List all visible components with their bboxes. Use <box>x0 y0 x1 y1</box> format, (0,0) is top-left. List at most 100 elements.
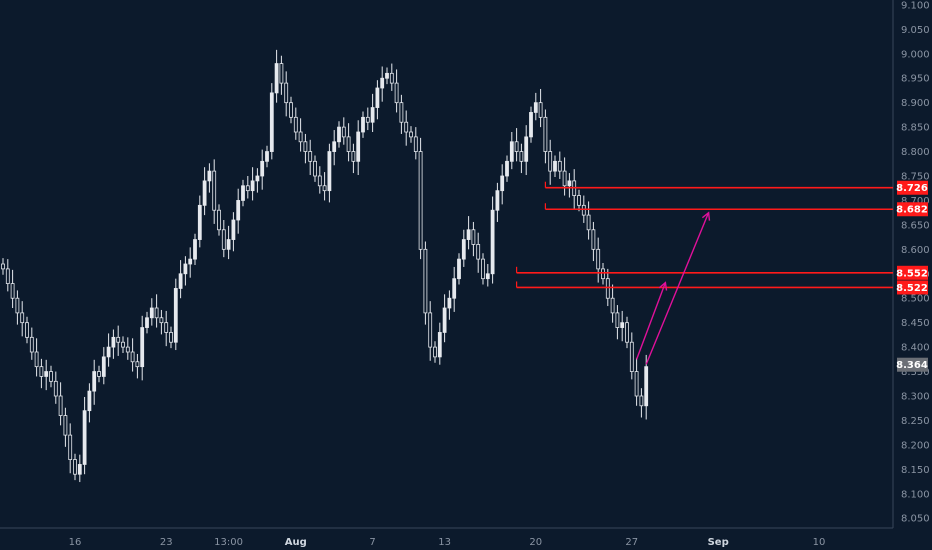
candle-body <box>164 322 169 333</box>
candle-body <box>370 107 375 123</box>
candle-body <box>87 390 92 412</box>
candle-body <box>265 151 269 162</box>
y-tick-label: 8.400 <box>901 343 930 354</box>
candle-body <box>394 82 399 104</box>
candle-body <box>130 351 135 363</box>
candle-body <box>188 258 193 265</box>
candle-body <box>418 151 423 250</box>
y-tick-label: 8.200 <box>901 440 930 451</box>
candle-body <box>173 288 178 343</box>
candle-body <box>596 248 601 270</box>
x-tick-label: 13:00 <box>214 537 243 548</box>
candle-body <box>317 175 322 187</box>
projection-arrow-head <box>658 281 668 291</box>
y-tick-label: 8.500 <box>901 294 930 305</box>
candle-body <box>202 180 207 206</box>
candle-body <box>341 126 346 138</box>
candle-body <box>644 366 649 407</box>
candle-body <box>519 151 524 162</box>
y-tick-label: 8.350 <box>901 367 930 378</box>
y-tick-label: 9.000 <box>901 49 930 60</box>
candle-body <box>5 268 10 284</box>
candle-body <box>413 136 418 152</box>
candle-body <box>15 297 20 314</box>
candle-body <box>20 312 25 324</box>
candle-body <box>524 136 529 162</box>
candle-body <box>380 77 385 89</box>
candle-body <box>183 263 188 275</box>
candle-body <box>250 180 255 192</box>
candle-body <box>538 102 543 118</box>
candle-body <box>106 346 111 358</box>
candle-body <box>605 278 610 299</box>
candle-body <box>634 371 639 397</box>
candle-body <box>39 366 44 377</box>
price-level-tag <box>897 202 928 217</box>
candle-body <box>457 258 461 280</box>
candle-body <box>399 102 404 123</box>
candle-body <box>217 209 221 231</box>
candle-body <box>533 102 538 113</box>
x-tick-label: 10 <box>813 537 826 548</box>
candle-body <box>505 160 509 177</box>
candle-body <box>620 322 625 328</box>
candle-body <box>615 312 620 328</box>
candle-body <box>356 131 361 162</box>
candle-body <box>245 185 250 192</box>
y-tick-label: 9.100 <box>901 0 930 11</box>
candle-body <box>82 410 87 465</box>
current-price-tag <box>897 357 928 372</box>
candle-body <box>629 341 634 372</box>
candle-body <box>476 244 481 260</box>
candle-body <box>221 229 226 250</box>
candle-body <box>529 112 533 138</box>
candle-body <box>77 464 82 475</box>
price-level-tag <box>897 280 928 295</box>
candle-body <box>322 185 327 192</box>
y-tick-label: 8.850 <box>901 123 930 134</box>
candle-body <box>557 160 562 172</box>
candle-body <box>332 141 337 152</box>
candle-body <box>145 317 149 328</box>
candle-body <box>169 332 173 343</box>
candle-body <box>121 341 125 348</box>
candle-body <box>1 263 5 270</box>
price-level-label: 8.522 <box>896 283 928 294</box>
candle-body <box>10 283 15 299</box>
candle-body <box>73 459 77 475</box>
candle-body <box>452 278 457 299</box>
candle-body <box>361 116 365 133</box>
candle-body <box>193 239 197 260</box>
candle-body <box>389 72 394 84</box>
candle-body <box>610 297 615 314</box>
y-tick-label: 8.800 <box>901 147 930 158</box>
candle-body <box>231 219 236 240</box>
y-tick-label: 8.050 <box>901 514 930 525</box>
candle-body <box>207 170 212 182</box>
candle-body <box>212 170 217 211</box>
candle-body <box>509 141 514 162</box>
candle-body <box>29 336 34 353</box>
candle-body <box>197 204 202 240</box>
candle-body <box>481 258 485 280</box>
price-level-tag <box>897 265 928 280</box>
candle-body <box>116 336 121 343</box>
y-tick-label: 8.650 <box>901 220 930 231</box>
candle-body <box>442 307 447 333</box>
candle-body <box>514 141 519 152</box>
candle-body <box>308 151 313 162</box>
candle-body <box>293 116 298 133</box>
candle-body <box>178 273 183 289</box>
candle-body <box>548 151 553 172</box>
candle-body <box>337 126 341 143</box>
candle-body <box>500 175 505 192</box>
candle-body <box>269 92 274 152</box>
candle-body <box>68 434 73 460</box>
x-tick-label: 16 <box>69 537 82 548</box>
candle-body <box>601 268 605 280</box>
candle-body <box>385 72 389 79</box>
candle-body <box>437 332 442 358</box>
candle-body <box>553 160 557 172</box>
candle-body <box>466 229 471 240</box>
candle-body <box>140 327 145 368</box>
